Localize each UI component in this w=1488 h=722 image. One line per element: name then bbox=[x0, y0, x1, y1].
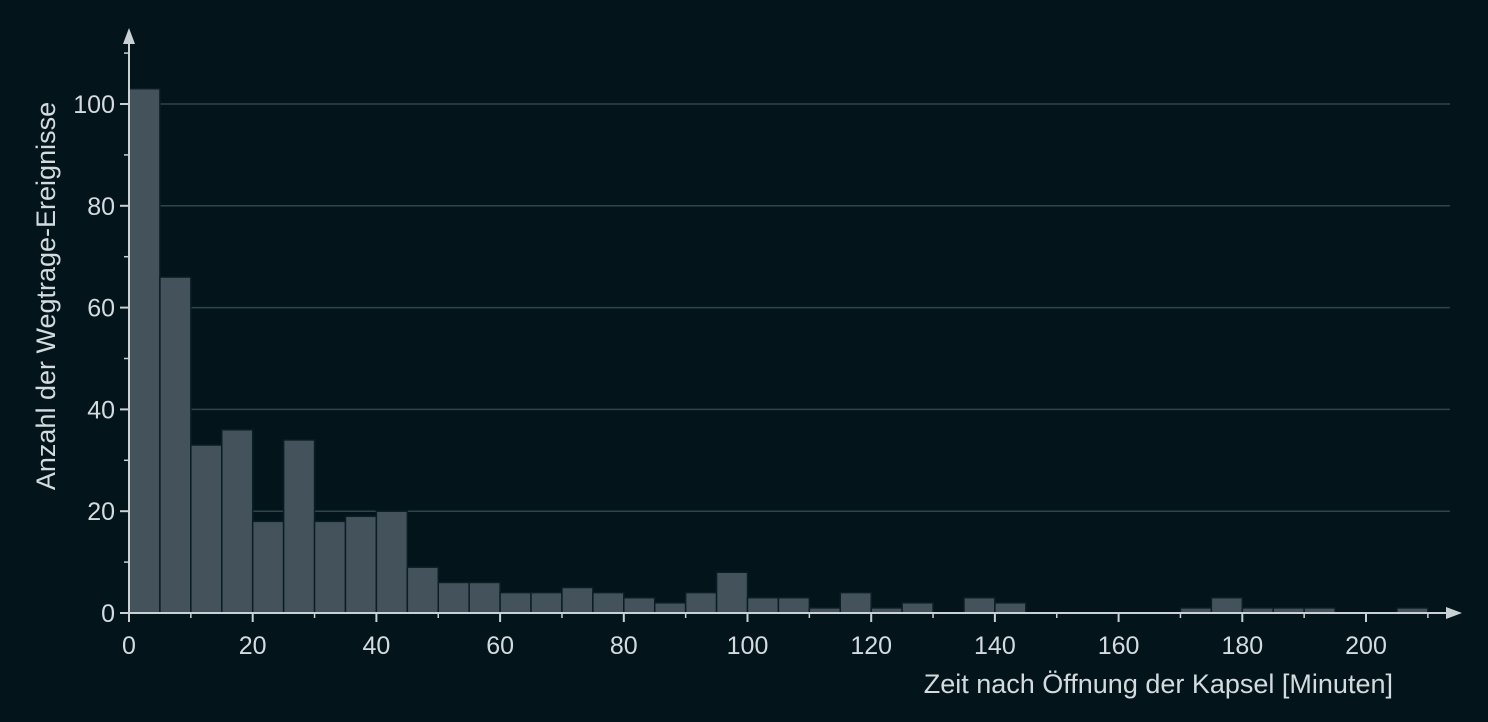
y-tick-label: 60 bbox=[87, 295, 115, 323]
histogram-bar bbox=[437, 581, 470, 614]
histogram-bar bbox=[963, 596, 996, 614]
histogram-bar bbox=[561, 586, 594, 614]
x-axis-arrow-icon bbox=[1446, 607, 1462, 619]
x-tick-label: 0 bbox=[122, 632, 136, 660]
axis-ticks: 0 20 40 60 80 100 0 20 40 60 80 100 120 140 160 180 200 bbox=[73, 52, 1429, 660]
histogram-bar bbox=[994, 602, 1027, 614]
x-tick-label: 120 bbox=[850, 632, 892, 660]
histogram-bar bbox=[839, 591, 872, 614]
histogram-bar bbox=[313, 520, 347, 614]
y-tick-label: 20 bbox=[87, 498, 115, 526]
x-tick-label: 140 bbox=[974, 632, 1016, 660]
y-tick-label: 0 bbox=[101, 600, 115, 628]
histogram-bar bbox=[530, 591, 563, 614]
histogram-bar bbox=[282, 439, 316, 614]
histogram-bar bbox=[128, 87, 161, 614]
histogram-bar bbox=[499, 591, 532, 614]
y-tick-label: 100 bbox=[73, 91, 115, 119]
x-tick-label: 40 bbox=[362, 632, 390, 660]
x-axis-label: Zeit nach Öffnung der Kapsel [Minuten] bbox=[924, 669, 1393, 699]
y-axis-label: Anzahl der Wegtrage-Ereignisse bbox=[31, 102, 61, 490]
y-tick-label: 80 bbox=[87, 193, 115, 221]
histogram-bar bbox=[684, 591, 718, 614]
histogram-bar bbox=[653, 602, 687, 614]
histogram-bar bbox=[1210, 596, 1244, 614]
x-tick-label: 100 bbox=[727, 632, 769, 660]
x-tick-label: 60 bbox=[486, 632, 514, 660]
histogram-bar bbox=[623, 596, 656, 614]
histogram-bar bbox=[344, 515, 378, 614]
histogram-bars bbox=[128, 87, 1429, 614]
x-tick-label: 200 bbox=[1345, 632, 1387, 660]
x-tick-label: 160 bbox=[1098, 632, 1140, 660]
grid-lines bbox=[129, 103, 1450, 512]
histogram-bar bbox=[715, 571, 749, 614]
histogram-bar bbox=[746, 596, 780, 614]
histogram-bar bbox=[777, 596, 811, 614]
y-axis-arrow-icon bbox=[123, 28, 135, 44]
histogram-bar bbox=[592, 591, 625, 614]
histogram-bar bbox=[468, 581, 501, 614]
histogram-bar bbox=[190, 444, 223, 614]
histogram-bar bbox=[375, 510, 409, 614]
x-tick-label: 20 bbox=[239, 632, 267, 660]
x-tick-label: 180 bbox=[1221, 632, 1263, 660]
histogram-bar bbox=[159, 276, 192, 614]
histogram-bar bbox=[221, 429, 254, 614]
axes bbox=[123, 28, 1462, 619]
y-tick-label: 40 bbox=[87, 396, 115, 424]
x-tick-label: 80 bbox=[610, 632, 638, 660]
histogram-bar bbox=[901, 602, 934, 614]
histogram-bar bbox=[251, 520, 285, 614]
histogram-bar bbox=[406, 566, 440, 614]
